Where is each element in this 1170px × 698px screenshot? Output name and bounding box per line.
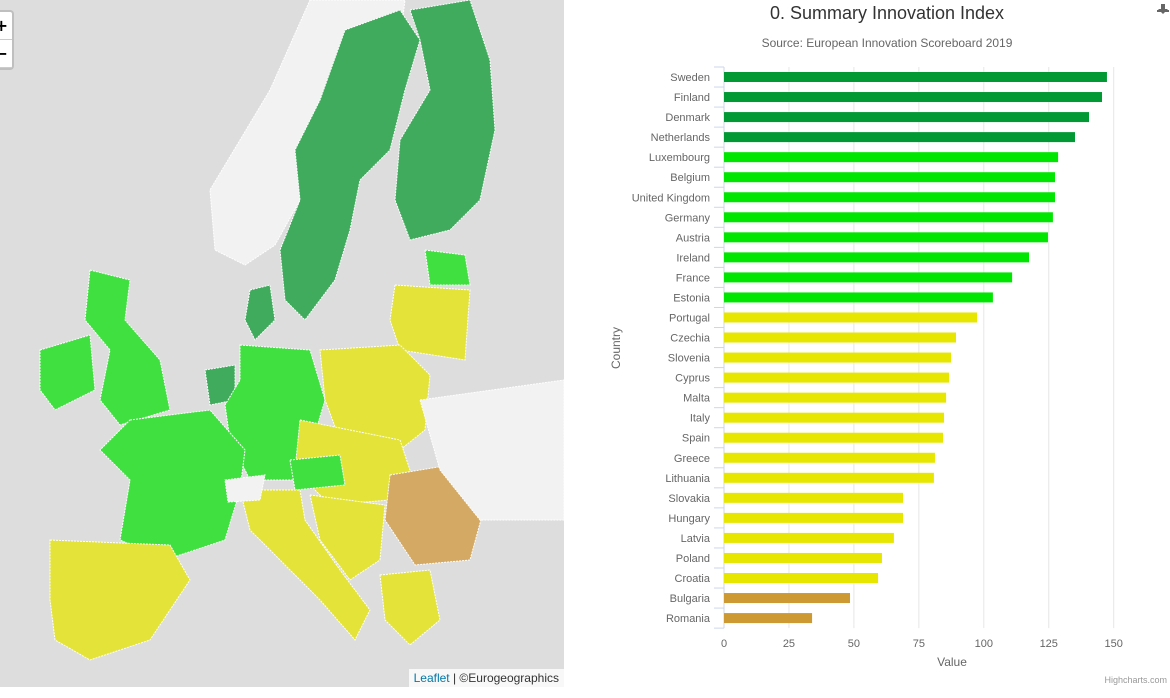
category-label: Portugal: [669, 313, 710, 325]
bar-portugal[interactable]: [724, 312, 978, 323]
category-label: Croatia: [675, 573, 711, 585]
category-label: United Kingdom: [632, 192, 710, 204]
bar-finland[interactable]: [724, 92, 1103, 103]
category-label: Poland: [676, 553, 710, 565]
category-label: Italy: [690, 413, 711, 425]
export-menu-icon[interactable]: [1157, 4, 1169, 14]
bar-netherlands[interactable]: [724, 132, 1075, 143]
category-label: Slovakia: [668, 493, 710, 505]
category-label: Luxembourg: [649, 152, 710, 164]
region-sweden: [279, 9, 421, 321]
tick-label: 150: [1105, 638, 1123, 650]
europe-map: [39, 0, 564, 661]
chart-title: 0. Summary Innovation Index: [770, 3, 1004, 23]
zoom-control: + −: [0, 10, 14, 70]
bar-austria[interactable]: [724, 232, 1048, 243]
category-label: Denmark: [665, 112, 710, 124]
credits[interactable]: Highcharts.com: [1104, 675, 1167, 685]
zoom-in-button[interactable]: +: [0, 12, 12, 40]
tick-label: 25: [783, 638, 795, 650]
category-label: Latvia: [681, 533, 711, 545]
bar-malta[interactable]: [724, 392, 947, 403]
category-label: Netherlands: [651, 132, 711, 144]
x-axis-title: Country: [609, 327, 623, 369]
bar-luxembourg[interactable]: [724, 152, 1059, 163]
category-label: Greece: [674, 453, 710, 465]
category-label: Hungary: [668, 513, 710, 525]
bar-greece[interactable]: [724, 452, 935, 463]
region-greece: [379, 569, 441, 646]
map[interactable]: + − Leaflet | ©Eurogeographics: [0, 0, 564, 687]
tick-label: 125: [1040, 638, 1058, 650]
attribution-text: ©Eurogeographics: [459, 671, 559, 685]
bar-united-kingdom[interactable]: [724, 192, 1055, 203]
category-label: Lithuania: [665, 473, 711, 485]
category-label: Czechia: [670, 333, 711, 345]
tick-label: 100: [975, 638, 993, 650]
region-italy: [239, 489, 371, 641]
region-uk: [84, 269, 171, 426]
region-finland: [394, 0, 496, 241]
bar-latvia[interactable]: [724, 532, 894, 543]
bar-slovenia[interactable]: [724, 352, 952, 363]
zoom-out-button[interactable]: −: [0, 40, 12, 68]
region-netherlands: [204, 364, 236, 406]
bar-estonia[interactable]: [724, 292, 993, 303]
bar-poland[interactable]: [724, 552, 882, 563]
category-label: Malta: [683, 393, 711, 405]
category-label: Austria: [676, 232, 711, 244]
leaflet-link[interactable]: Leaflet: [413, 671, 450, 685]
category-label: Bulgaria: [670, 593, 711, 605]
tick-label: 0: [721, 638, 727, 650]
tick-label: 75: [913, 638, 925, 650]
bar-slovakia[interactable]: [724, 492, 904, 503]
region-balkans: [309, 494, 386, 581]
bar-germany[interactable]: [724, 212, 1053, 223]
region-poland: [319, 344, 431, 451]
category-label: Cyprus: [675, 373, 710, 385]
bar-belgium[interactable]: [724, 172, 1055, 183]
bar-spain[interactable]: [724, 432, 944, 443]
category-label: Romania: [666, 613, 711, 625]
region-baltics: [389, 284, 471, 361]
category-label: Sweden: [670, 72, 710, 84]
region-ireland: [39, 334, 96, 411]
category-label: Spain: [682, 433, 710, 445]
chart-subtitle: Source: European Innovation Scoreboard 2…: [762, 36, 1013, 50]
bar-bulgaria[interactable]: [724, 593, 851, 604]
bar-france[interactable]: [724, 272, 1013, 283]
bar-croatia[interactable]: [724, 573, 879, 583]
bar-romania[interactable]: [724, 613, 813, 624]
region-switzerland: [224, 474, 266, 503]
region-france: [99, 409, 246, 561]
bar-cyprus[interactable]: [724, 372, 949, 383]
bar-lithuania[interactable]: [724, 472, 934, 483]
region-austria: [289, 454, 346, 491]
category-label: Ireland: [676, 252, 710, 264]
category-label: Finland: [674, 92, 710, 104]
bar-hungary[interactable]: [724, 512, 904, 523]
category-label: Slovenia: [668, 353, 711, 365]
bar-ireland[interactable]: [724, 252, 1030, 263]
tick-label: 50: [848, 638, 860, 650]
bar-sweden[interactable]: [724, 72, 1107, 82]
bar-czechia[interactable]: [724, 332, 957, 343]
category-label: Belgium: [670, 172, 710, 184]
value-axis-title: Value: [937, 655, 967, 669]
region-denmark: [244, 284, 276, 341]
region-estonia: [424, 249, 471, 286]
map-attribution: Leaflet | ©Eurogeographics: [408, 669, 564, 687]
bar-italy[interactable]: [724, 412, 945, 423]
category-label: Estonia: [673, 292, 711, 304]
category-label: France: [676, 272, 710, 284]
chart-svg: 0. Summary Innovation Index Source: Euro…: [609, 3, 1170, 685]
bar-denmark[interactable]: [724, 112, 1090, 123]
bar-chart: 0. Summary Innovation Index Source: Euro…: [565, 0, 1170, 694]
region-iberia: [49, 539, 191, 661]
region-east: [419, 379, 564, 521]
category-label: Germany: [665, 212, 711, 224]
